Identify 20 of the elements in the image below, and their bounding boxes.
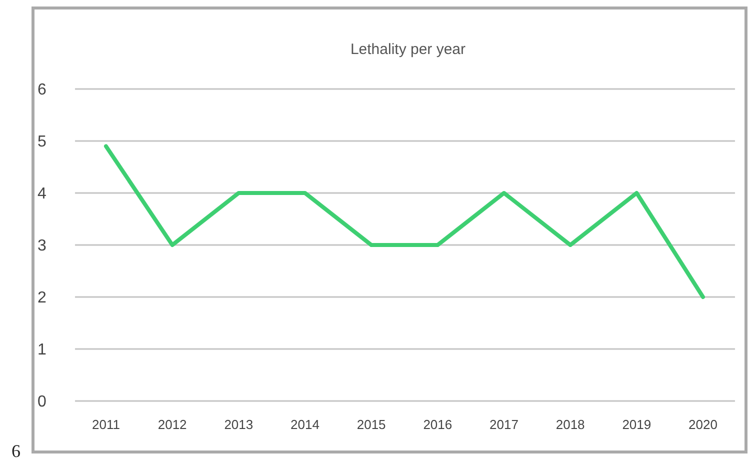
- x-tick-label: 2017: [490, 417, 518, 432]
- y-tick-label: 3: [38, 238, 47, 255]
- y-tick-label: 5: [38, 134, 47, 151]
- x-tick-label: 2013: [224, 417, 254, 432]
- x-tick-label: 2016: [423, 417, 452, 432]
- line-series: [104, 144, 705, 299]
- y-tick-label: 1: [38, 342, 47, 359]
- text: 6: [12, 441, 20, 459]
- y-tick-label: 6: [38, 82, 47, 99]
- y-tick-label: 2: [38, 290, 47, 307]
- x-tick-label: 2012: [158, 417, 187, 432]
- chart-title: Lethality per year: [350, 41, 466, 58]
- x-tick-label: 2020: [688, 417, 718, 432]
- x-tick-label: 2014: [290, 417, 320, 432]
- x-tick-label: 2011: [92, 417, 120, 432]
- x-tick-label: 2015: [356, 417, 386, 432]
- x-tick-label: 2018: [556, 417, 585, 432]
- x-tick-label: 2019: [622, 417, 652, 432]
- y-tick-label: 0: [38, 394, 47, 411]
- y-tick-label: 4: [38, 186, 47, 203]
